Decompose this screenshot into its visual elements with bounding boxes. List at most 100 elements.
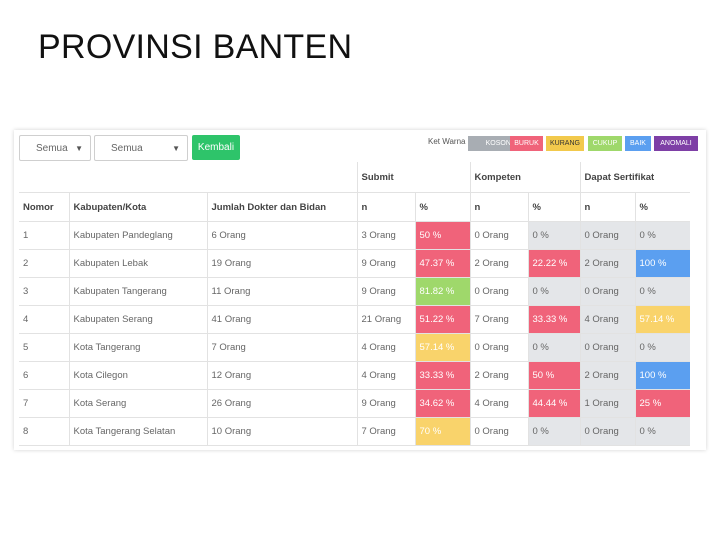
row-sertifikat-n: 4 Orang	[579, 305, 635, 334]
dashboard-panel: Semua ▼ Semua ▼ Kembali Ket Warna : KOSO…	[14, 130, 706, 450]
row-submit-pct: 81.82 %	[414, 277, 470, 306]
row-kompeten-n: 7 Orang	[469, 305, 528, 334]
legend-item-kurang: KURANG	[546, 136, 584, 151]
row-kompeten-n: 4 Orang	[469, 389, 528, 418]
header-submit-n: n	[356, 192, 415, 222]
row-sertifikat-n: 1 Orang	[579, 389, 635, 418]
row-submit-n: 9 Orang	[356, 249, 415, 278]
row-submit-pct: 33.33 %	[414, 361, 470, 390]
row-sertifikat-pct: 100 %	[634, 361, 690, 390]
row-kabupaten: Kota Tangerang	[68, 333, 207, 362]
row-number: 1	[19, 221, 69, 250]
region-select-1[interactable]: Semua ▼	[19, 135, 91, 161]
region-select-1-value: Semua	[36, 143, 68, 154]
legend-item-buruk: BURUK	[510, 136, 543, 151]
legend-item-cukup: CUKUP	[588, 136, 622, 151]
row-kompeten-pct: 0 %	[527, 277, 580, 306]
header-sertifikat: Dapat Sertifikat	[579, 162, 690, 193]
row-kabupaten: Kabupaten Pandeglang	[68, 221, 207, 250]
row-submit-n: 3 Orang	[356, 221, 415, 250]
table-row: 2 Kabupaten Lebak 19 Orang 9 Orang 47.37 % 2 …	[19, 249, 690, 278]
row-jumlah: 12 Orang	[206, 361, 357, 390]
row-jumlah: 41 Orang	[206, 305, 357, 334]
row-sertifikat-pct: 57.14 %	[634, 305, 690, 334]
row-sertifikat-n: 2 Orang	[579, 249, 635, 278]
row-number: 7	[19, 389, 69, 418]
row-submit-pct: 34.62 %	[414, 389, 470, 418]
row-submit-n: 4 Orang	[356, 361, 415, 390]
row-sertifikat-pct: 100 %	[634, 249, 690, 278]
header-kabupaten: Kabupaten/Kota	[68, 192, 207, 222]
row-sertifikat-pct: 0 %	[634, 221, 690, 250]
row-sertifikat-pct: 25 %	[634, 389, 690, 418]
header-jumlah: Jumlah Dokter dan Bidan	[206, 192, 357, 222]
chevron-down-icon: ▼	[75, 144, 83, 153]
legend-label: Ket Warna :	[428, 137, 470, 146]
row-kompeten-n: 0 Orang	[469, 417, 528, 446]
table-row: 5 Kota Tangerang 7 Orang 4 Orang 57.14 % 0 Or…	[19, 333, 690, 362]
row-kabupaten: Kota Cilegon	[68, 361, 207, 390]
header-submit: Submit	[356, 162, 470, 193]
row-kompeten-pct: 0 %	[527, 333, 580, 362]
row-jumlah: 7 Orang	[206, 333, 357, 362]
header-sertifikat-pct: %	[634, 192, 690, 222]
row-kompeten-pct: 33.33 %	[527, 305, 580, 334]
region-select-2[interactable]: Semua ▼	[94, 135, 188, 161]
row-sertifikat-pct: 0 %	[634, 277, 690, 306]
row-kompeten-pct: 22.22 %	[527, 249, 580, 278]
row-number: 8	[19, 417, 69, 446]
header-submit-pct: %	[414, 192, 470, 222]
row-kabupaten: Kota Serang	[68, 389, 207, 418]
legend-item-anomali: ANOMALI	[654, 136, 698, 151]
region-select-2-value: Semua	[111, 143, 143, 154]
slide-title: PROVINSI BANTEN	[38, 28, 353, 66]
row-number: 4	[19, 305, 69, 334]
legend-item-baik: BAIK	[625, 136, 651, 151]
row-jumlah: 26 Orang	[206, 389, 357, 418]
row-submit-n: 9 Orang	[356, 277, 415, 306]
row-kompeten-n: 0 Orang	[469, 277, 528, 306]
row-number: 2	[19, 249, 69, 278]
row-submit-n: 4 Orang	[356, 333, 415, 362]
row-kompeten-n: 0 Orang	[469, 221, 528, 250]
table-row: 6 Kota Cilegon 12 Orang 4 Orang 33.33 % 2 Ora…	[19, 361, 690, 390]
row-number: 3	[19, 277, 69, 306]
chevron-down-icon: ▼	[172, 144, 180, 153]
row-submit-n: 7 Orang	[356, 417, 415, 446]
row-number: 5	[19, 333, 69, 362]
row-kabupaten: Kota Tangerang Selatan	[68, 417, 207, 446]
row-submit-n: 9 Orang	[356, 389, 415, 418]
row-sertifikat-pct: 0 %	[634, 417, 690, 446]
table-row: 3 Kabupaten Tangerang 11 Orang 9 Orang 81.82…	[19, 277, 690, 306]
header-nomor: Nomor	[19, 192, 69, 222]
row-kompeten-n: 2 Orang	[469, 361, 528, 390]
row-kompeten-pct: 50 %	[527, 361, 580, 390]
row-jumlah: 19 Orang	[206, 249, 357, 278]
row-jumlah: 11 Orang	[206, 277, 357, 306]
row-jumlah: 6 Orang	[206, 221, 357, 250]
row-sertifikat-n: 0 Orang	[579, 417, 635, 446]
row-kompeten-pct: 0 %	[527, 221, 580, 250]
header-kompeten-pct: %	[527, 192, 580, 222]
row-sertifikat-n: 0 Orang	[579, 277, 635, 306]
row-kabupaten: Kabupaten Serang	[68, 305, 207, 334]
row-kabupaten: Kabupaten Tangerang	[68, 277, 207, 306]
row-submit-pct: 57.14 %	[414, 333, 470, 362]
row-submit-pct: 50 %	[414, 221, 470, 250]
row-number: 6	[19, 361, 69, 390]
header-sertifikat-n: n	[579, 192, 635, 222]
back-button[interactable]: Kembali	[192, 135, 240, 160]
row-submit-pct: 47.37 %	[414, 249, 470, 278]
table-body: 1 Kabupaten Pandeglang 6 Orang 3 Orang 50 % 0…	[19, 221, 690, 446]
row-kompeten-pct: 44.44 %	[527, 389, 580, 418]
row-jumlah: 10 Orang	[206, 417, 357, 446]
row-kompeten-pct: 0 %	[527, 417, 580, 446]
table-row: 1 Kabupaten Pandeglang 6 Orang 3 Orang 50 % 0…	[19, 221, 690, 250]
row-kompeten-n: 2 Orang	[469, 249, 528, 278]
row-sertifikat-n: 0 Orang	[579, 221, 635, 250]
row-kabupaten: Kabupaten Lebak	[68, 249, 207, 278]
table-row: 8 Kota Tangerang Selatan 10 Orang 7 Orang 70…	[19, 417, 690, 446]
row-submit-pct: 51.22 %	[414, 305, 470, 334]
row-sertifikat-n: 0 Orang	[579, 333, 635, 362]
table-row: 4 Kabupaten Serang 41 Orang 21 Orang 51.22 %…	[19, 305, 690, 334]
